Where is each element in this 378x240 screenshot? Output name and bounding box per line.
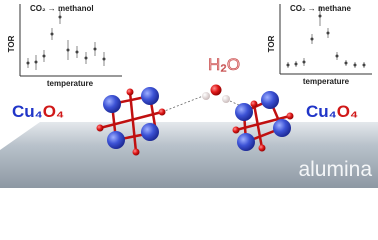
o-part: O₄ <box>43 102 64 121</box>
x-label: temperature <box>47 79 94 88</box>
inset-right: CO₂ → methane TOR temperature <box>267 4 372 86</box>
o-part: O₄ <box>337 102 358 121</box>
cluster-left <box>96 87 166 156</box>
cluster-label: Cu₄O₄ <box>306 102 358 121</box>
y-label: TOR <box>267 35 276 52</box>
y-label: TOR <box>7 35 16 52</box>
h-bonds <box>161 95 251 113</box>
figure: alumina CO₂ → methanol TOR temperature <box>0 4 378 188</box>
cu-part: Cu₄ <box>306 102 337 121</box>
support-label: alumina <box>298 158 372 181</box>
support-slab <box>0 122 378 188</box>
molecule-label: H₂O <box>208 55 240 74</box>
inset-left: CO₂ → methanol TOR temperature <box>7 4 122 88</box>
inset-title: CO₂ → methanol <box>30 4 94 13</box>
cluster-label: Cu₄O₄ <box>12 102 64 121</box>
cu-part: Cu₄ <box>12 102 43 121</box>
water-molecule <box>202 84 230 103</box>
inset-title: CO₂ → methane <box>290 4 351 13</box>
x-label: temperature <box>303 77 350 86</box>
cluster-right <box>232 91 294 152</box>
